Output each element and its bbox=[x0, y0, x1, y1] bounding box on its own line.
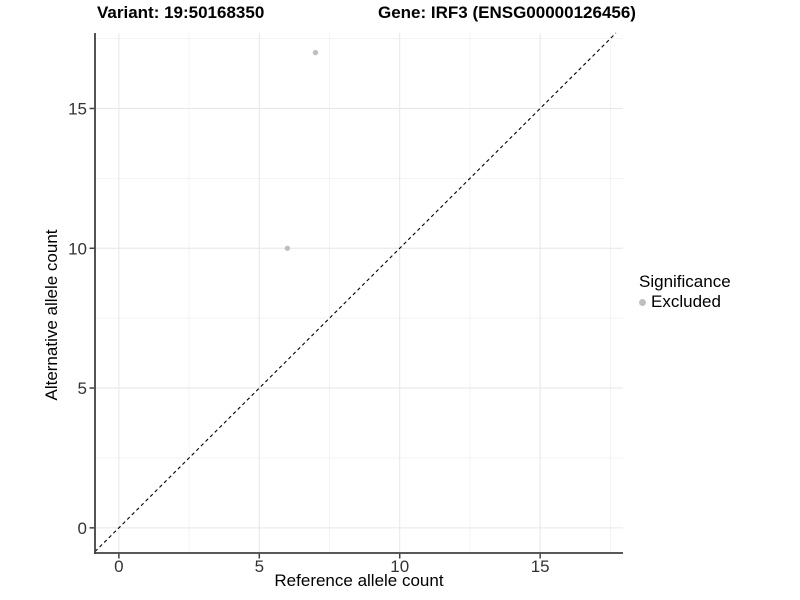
legend-title: Significance bbox=[639, 272, 731, 291]
gene-title: Gene: IRF3 (ENSG00000126456) bbox=[378, 3, 636, 22]
legend-item-excluded: Excluded bbox=[639, 292, 731, 312]
excluded-point-swatch-icon bbox=[639, 298, 646, 306]
y-axis-title: Alternative allele count bbox=[42, 229, 61, 401]
identity-line bbox=[94, 32, 617, 552]
data-point bbox=[312, 49, 319, 56]
legend: Significance Excluded bbox=[639, 271, 731, 312]
legend-item-label: Excluded bbox=[651, 292, 721, 311]
y-tick-label: 5 bbox=[78, 379, 87, 398]
variant-title: Variant: 19:50168350 bbox=[97, 3, 265, 22]
x-tick-label: 5 bbox=[255, 557, 264, 576]
x-tick-label: 10 bbox=[390, 557, 409, 576]
x-axis-title: Reference allele count bbox=[274, 571, 444, 590]
x-tick-label: 15 bbox=[531, 557, 550, 576]
x-tick-label: 0 bbox=[114, 557, 123, 576]
y-tick-label: 15 bbox=[68, 99, 87, 118]
y-tick-label: 10 bbox=[68, 239, 87, 258]
data-point bbox=[284, 245, 291, 251]
y-tick-label: 0 bbox=[78, 519, 87, 538]
